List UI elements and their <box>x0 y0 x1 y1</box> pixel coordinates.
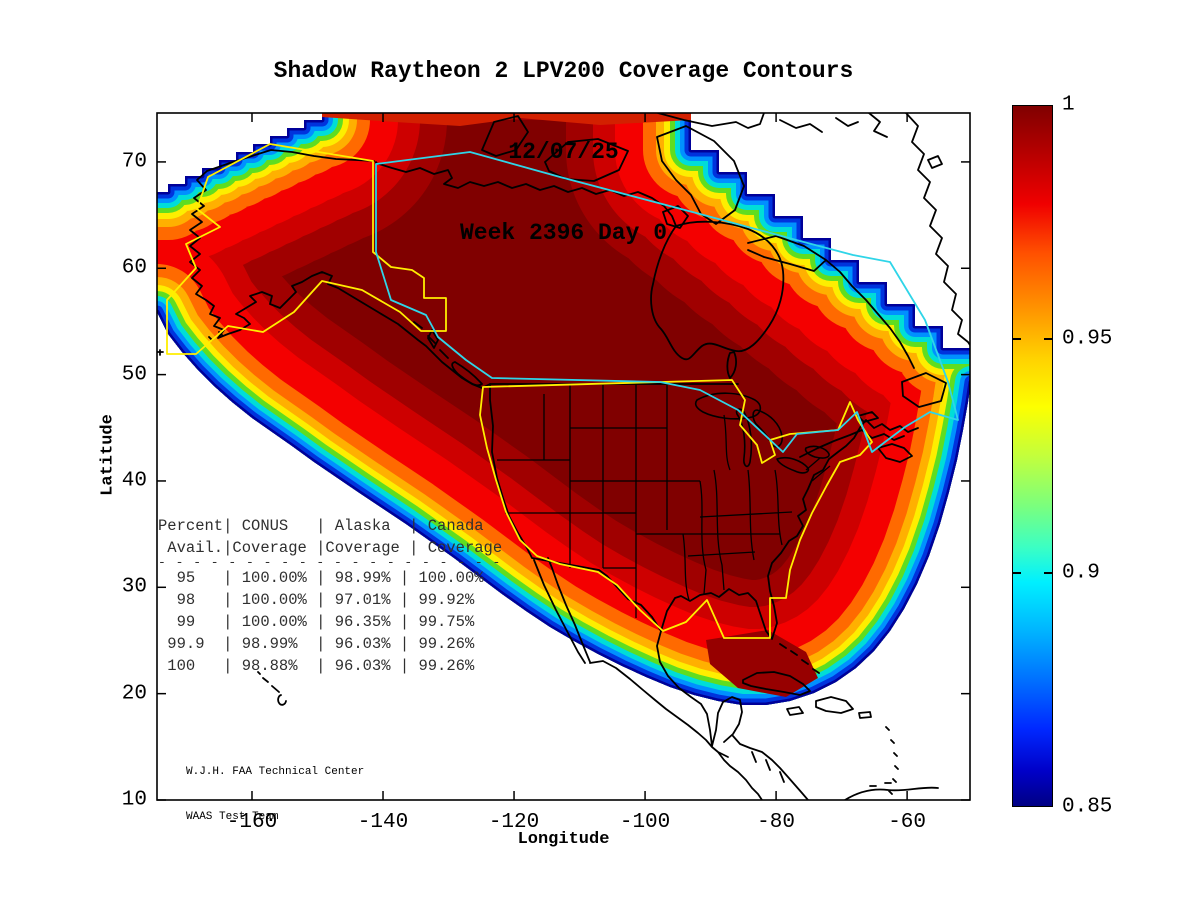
plot-title-line2: 12/07/25 <box>508 139 619 165</box>
x-tick-label: -80 <box>757 811 795 834</box>
coverage-table-separator: - - - - - - - - - - - - - - - - - - - - … <box>158 559 502 567</box>
y-tick-label: 60 <box>121 256 147 280</box>
x-tick-label: -120 <box>488 811 540 834</box>
coverage-table: Percent| CONUS | Alaska | Canada Avail.|… <box>158 515 503 677</box>
coverage-table-line: 98 | 100.00% | 97.01% | 99.92% <box>158 591 475 609</box>
state-borders <box>497 384 831 618</box>
alaska-boundary-outline <box>166 143 447 355</box>
plot-title-line3: Week 2396 Day 0 <box>459 220 668 246</box>
y-tick-label: 70 <box>121 150 147 174</box>
colorbar-tick-mark <box>1013 572 1021 574</box>
canada-boundary-outline <box>375 151 959 453</box>
plot-title: Shadow Raytheon 2 LPV200 Coverage Contou… <box>157 4 970 301</box>
colorbar-tick-mark <box>1013 338 1021 340</box>
y-tick-label: 30 <box>121 575 147 599</box>
x-axis-label: Longitude <box>517 830 610 849</box>
x-tick-label: -60 <box>888 811 926 834</box>
coverage-table-line: Percent| CONUS | Alaska | Canada <box>158 517 484 535</box>
attribution-line1: W.J.H. FAA Technical Center <box>186 766 365 778</box>
colorbar-tick-label: 1 <box>1062 93 1075 117</box>
attribution: W.J.H. FAA Technical Center WAAS Test Te… <box>186 735 364 855</box>
x-tick-label: -160 <box>226 811 278 834</box>
x-tick-label: -100 <box>619 811 671 834</box>
colorbar-tick-label: 0.9 <box>1062 561 1100 585</box>
mexico-coastline <box>533 557 809 800</box>
coverage-table-line: 99 | 100.00% | 96.35% | 99.75% <box>158 613 475 631</box>
coverage-table-line: Avail.|Coverage |Coverage | Coverage <box>158 539 503 557</box>
colorbar-tick-mark <box>1044 338 1052 340</box>
caribbean-coastline <box>257 643 939 800</box>
x-tick-label: -140 <box>357 811 409 834</box>
conus-boundary-outline <box>479 379 873 639</box>
plot-frame <box>156 112 971 801</box>
colorbar-tick-mark <box>1044 572 1052 574</box>
coverage-table-line: 99.9 | 98.99% | 96.03% | 99.26% <box>158 635 475 653</box>
map-area <box>157 113 970 800</box>
plot-title-line1: Shadow Raytheon 2 LPV200 Coverage Contou… <box>273 58 854 84</box>
coverage-table-line: 95 | 100.00% | 98.99% | 100.00% <box>158 569 484 587</box>
cuba-dark-red-pocket <box>706 630 818 697</box>
y-tick-label: 40 <box>121 469 147 493</box>
y-tick-label: 50 <box>121 363 147 387</box>
colorbar-tick-label: 0.95 <box>1062 327 1113 351</box>
colorbar <box>1012 105 1053 807</box>
y-axis-label: Latitude <box>98 414 118 496</box>
axis-ticks <box>157 113 970 801</box>
colorbar-tick-label: 0.85 <box>1062 795 1113 819</box>
attribution-line2: WAAS Test Team <box>186 811 279 823</box>
y-tick-label: 10 <box>121 788 147 812</box>
y-tick-label: 20 <box>121 682 147 706</box>
coverage-table-line: 100 | 98.88% | 96.03% | 99.26% <box>158 657 475 675</box>
